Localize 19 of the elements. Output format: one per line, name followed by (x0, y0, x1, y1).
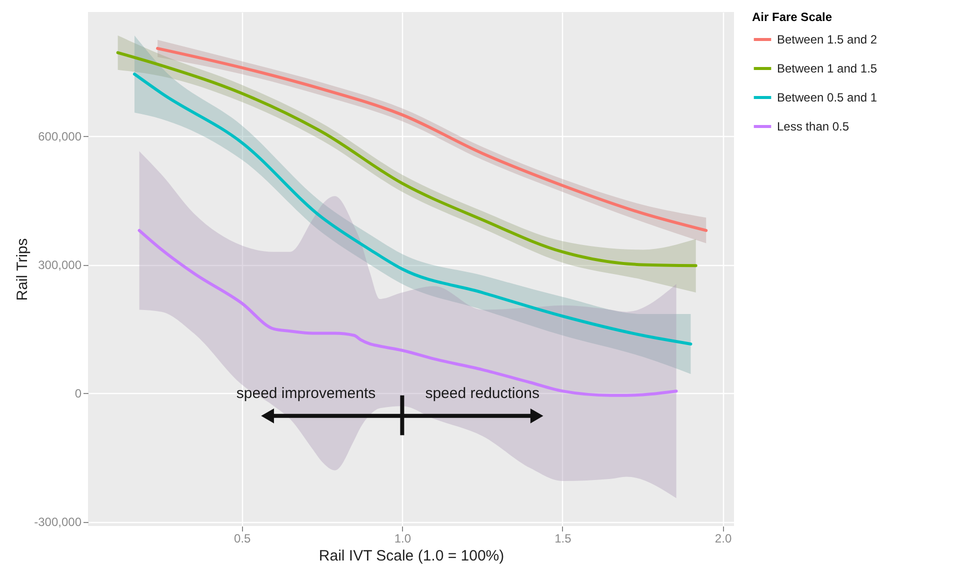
x-tick-label: 0.5 (234, 532, 252, 546)
x-axis-title: Rail IVT Scale (1.0 = 100%) (318, 548, 504, 564)
annotation: speed reductions (425, 385, 540, 402)
legend-label: Between 1 and 1.5 (777, 62, 878, 76)
y-tick-label: 600,000 (38, 130, 82, 144)
y-tick-label: 300,000 (38, 258, 82, 272)
legend-label: Less than 0.5 (777, 120, 850, 134)
y-axis-title: Rail Trips (14, 238, 32, 301)
x-tick-label: 2.0 (714, 532, 732, 546)
y-tick-label: -300,000 (34, 515, 82, 530)
annotation: speed improvements (236, 385, 376, 402)
legend-title: Air Fare Scale (752, 10, 832, 24)
line-series (132, 72, 692, 346)
y-tick-label: 0 (74, 386, 82, 401)
line-series (116, 51, 698, 268)
x-tick-label: 1.5 (554, 532, 572, 546)
legend-label: Between 1.5 and 2 (777, 32, 878, 46)
legend-label: Between 0.5 and 1 (777, 90, 878, 104)
x-tick-label: 1.0 (394, 532, 412, 546)
